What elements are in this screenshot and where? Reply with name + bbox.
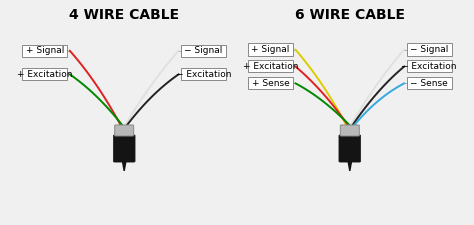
FancyBboxPatch shape (407, 77, 452, 89)
Text: − Excitation: − Excitation (401, 62, 457, 71)
Text: − Signal: − Signal (410, 45, 448, 54)
Text: + Excitation: + Excitation (17, 70, 73, 79)
FancyBboxPatch shape (22, 68, 67, 80)
FancyBboxPatch shape (248, 60, 293, 72)
Polygon shape (340, 158, 359, 171)
FancyBboxPatch shape (113, 135, 135, 162)
FancyBboxPatch shape (340, 125, 359, 136)
FancyBboxPatch shape (248, 43, 293, 56)
Text: − Signal: − Signal (184, 46, 223, 55)
FancyBboxPatch shape (407, 60, 452, 72)
FancyBboxPatch shape (181, 45, 226, 57)
Text: − Excitation: − Excitation (176, 70, 231, 79)
Text: + Signal: + Signal (251, 45, 290, 54)
FancyBboxPatch shape (22, 45, 67, 57)
FancyBboxPatch shape (181, 68, 226, 80)
FancyBboxPatch shape (407, 43, 452, 56)
Text: 6 WIRE CABLE: 6 WIRE CABLE (295, 8, 405, 22)
FancyBboxPatch shape (115, 125, 134, 136)
Text: − Sense: − Sense (410, 79, 448, 88)
FancyBboxPatch shape (248, 77, 293, 89)
FancyBboxPatch shape (339, 135, 361, 162)
Polygon shape (115, 158, 134, 171)
Text: + Excitation: + Excitation (243, 62, 298, 71)
Text: 4 WIRE CABLE: 4 WIRE CABLE (69, 8, 179, 22)
Text: + Signal: + Signal (26, 46, 64, 55)
Text: + Sense: + Sense (252, 79, 289, 88)
